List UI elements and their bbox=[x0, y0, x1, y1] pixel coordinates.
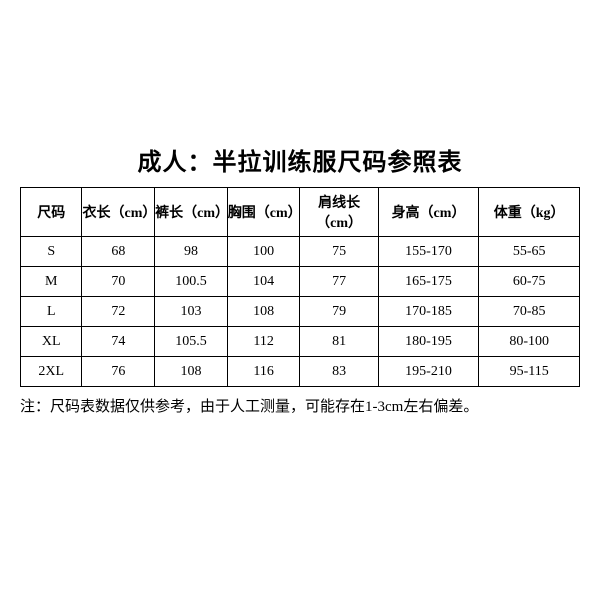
th-size: 尺码 bbox=[21, 188, 82, 237]
cell: 2XL bbox=[21, 357, 82, 387]
table-row: L 72 103 108 79 170-185 70-85 bbox=[21, 297, 580, 327]
cell: 105.5 bbox=[155, 327, 228, 357]
cell: 83 bbox=[300, 357, 378, 387]
cell: 55-65 bbox=[479, 237, 580, 267]
cell: 72 bbox=[82, 297, 155, 327]
cell: 74 bbox=[82, 327, 155, 357]
table-row: 2XL 76 108 116 83 195-210 95-115 bbox=[21, 357, 580, 387]
cell: 81 bbox=[300, 327, 378, 357]
cell: 108 bbox=[155, 357, 228, 387]
cell: 100.5 bbox=[155, 267, 228, 297]
cell: 76 bbox=[82, 357, 155, 387]
cell: 103 bbox=[155, 297, 228, 327]
cell: 180-195 bbox=[378, 327, 479, 357]
cell: 77 bbox=[300, 267, 378, 297]
cell: 75 bbox=[300, 237, 378, 267]
table-row: M 70 100.5 104 77 165-175 60-75 bbox=[21, 267, 580, 297]
cell: 70 bbox=[82, 267, 155, 297]
th-chest: 胸围（cm） bbox=[227, 188, 300, 237]
cell: 79 bbox=[300, 297, 378, 327]
th-weight: 体重（kg） bbox=[479, 188, 580, 237]
cell: L bbox=[21, 297, 82, 327]
size-table: 尺码 衣长（cm） 裤长（cm） 胸围（cm） 肩线长（cm） 身高（cm） 体… bbox=[20, 187, 580, 387]
cell: S bbox=[21, 237, 82, 267]
th-length: 衣长（cm） bbox=[82, 188, 155, 237]
cell: 104 bbox=[227, 267, 300, 297]
cell: 98 bbox=[155, 237, 228, 267]
cell: 108 bbox=[227, 297, 300, 327]
page-title: 成人：半拉训练服尺码参照表 bbox=[0, 136, 600, 187]
cell: 95-115 bbox=[479, 357, 580, 387]
cell: M bbox=[21, 267, 82, 297]
table-row: XL 74 105.5 112 81 180-195 80-100 bbox=[21, 327, 580, 357]
cell: 68 bbox=[82, 237, 155, 267]
table-header-row: 尺码 衣长（cm） 裤长（cm） 胸围（cm） 肩线长（cm） 身高（cm） 体… bbox=[21, 188, 580, 237]
cell: 155-170 bbox=[378, 237, 479, 267]
bottom-spacer bbox=[0, 416, 600, 600]
th-pants: 裤长（cm） bbox=[155, 188, 228, 237]
table-body: S 68 98 100 75 155-170 55-65 M 70 100.5 … bbox=[21, 237, 580, 387]
footnote: 注：尺码表数据仅供参考，由于人工测量，可能存在1-3cm左右偏差。 bbox=[20, 395, 580, 416]
size-chart-page: 成人：半拉训练服尺码参照表 尺码 衣长（cm） 裤长（cm） 胸围（cm） 肩线… bbox=[0, 0, 600, 600]
cell: 170-185 bbox=[378, 297, 479, 327]
cell: 60-75 bbox=[479, 267, 580, 297]
th-shoulder: 肩线长（cm） bbox=[300, 188, 378, 237]
th-height: 身高（cm） bbox=[378, 188, 479, 237]
cell: 112 bbox=[227, 327, 300, 357]
top-spacer bbox=[0, 0, 600, 136]
cell: 116 bbox=[227, 357, 300, 387]
cell: 80-100 bbox=[479, 327, 580, 357]
cell: 100 bbox=[227, 237, 300, 267]
cell: 165-175 bbox=[378, 267, 479, 297]
cell: 70-85 bbox=[479, 297, 580, 327]
table-head: 尺码 衣长（cm） 裤长（cm） 胸围（cm） 肩线长（cm） 身高（cm） 体… bbox=[21, 188, 580, 237]
table-row: S 68 98 100 75 155-170 55-65 bbox=[21, 237, 580, 267]
cell: XL bbox=[21, 327, 82, 357]
cell: 195-210 bbox=[378, 357, 479, 387]
